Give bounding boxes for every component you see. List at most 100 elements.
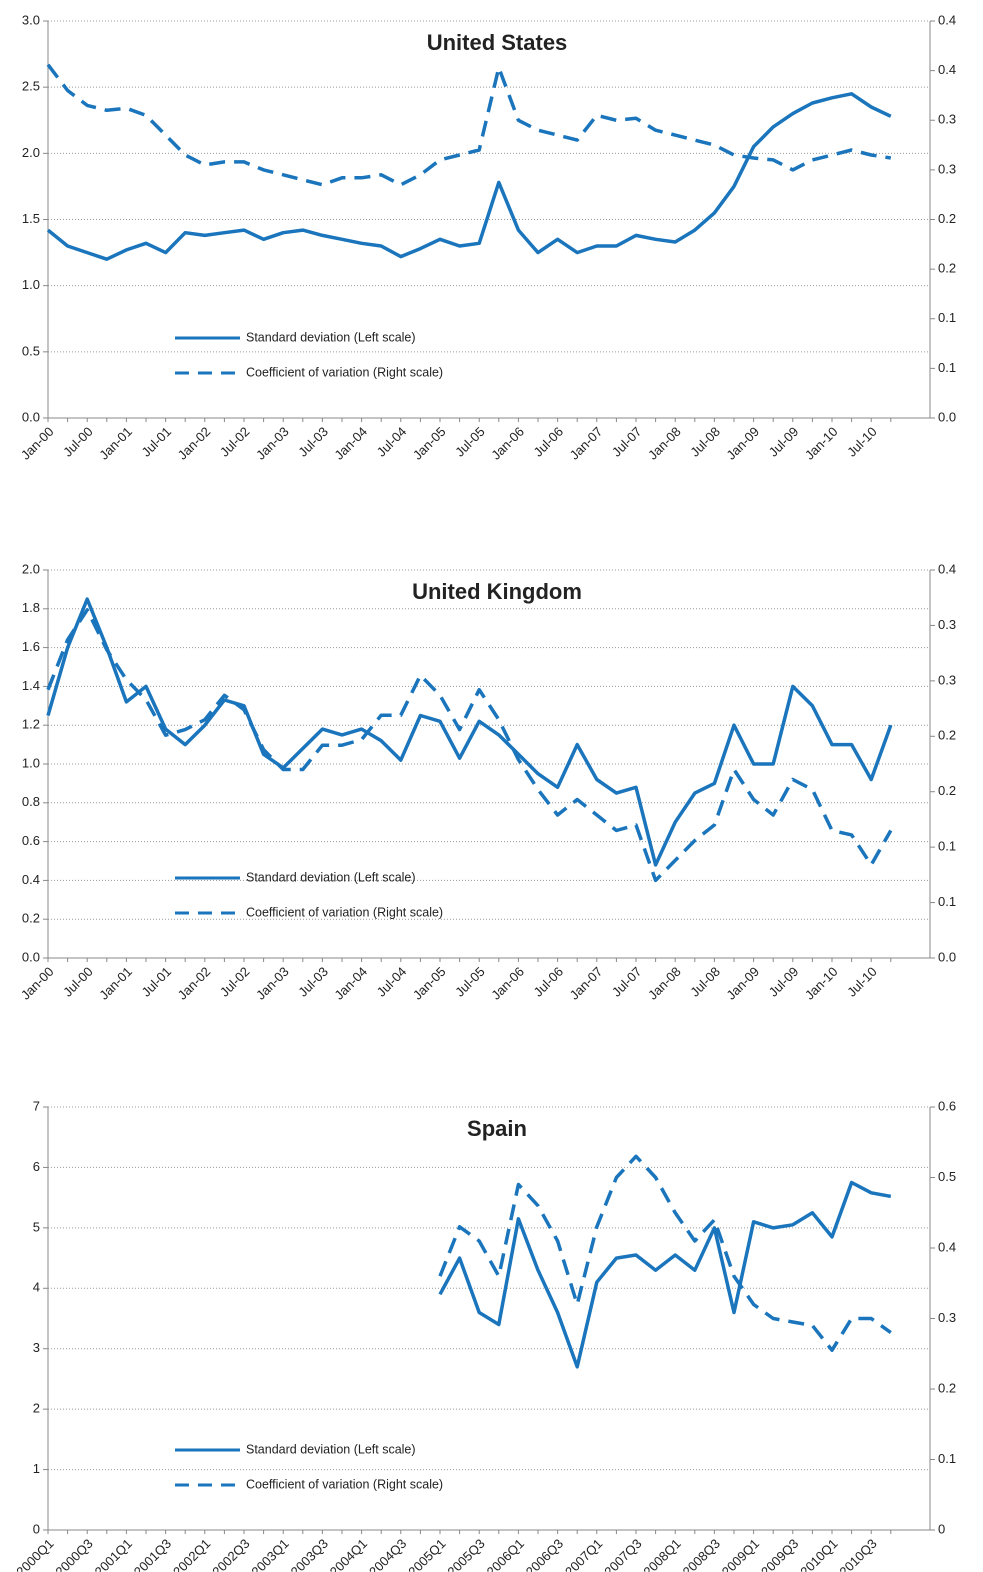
x-tick-label: Jan-08 (645, 424, 684, 463)
x-tick-label: Jan-04 (331, 424, 370, 463)
series-line (438, 1154, 892, 1352)
y-tick-label: 0.2 (22, 911, 40, 926)
y2-tick-label: 0.1 (938, 360, 956, 375)
y-tick-label: 0.0 (22, 409, 40, 424)
x-tick-label: Jul-01 (138, 964, 174, 1000)
y-tick-label: 1.8 (22, 600, 40, 615)
x-tick-label: Jan-02 (175, 424, 214, 463)
x-tick-label: Jul-05 (452, 964, 488, 1000)
y-tick-label: 6 (33, 1159, 40, 1174)
x-tick-label: 2005Q1 (405, 1536, 448, 1572)
y-tick-label: 1.0 (22, 755, 40, 770)
y-tick-label: 0.0 (22, 949, 40, 964)
x-tick-label: Jan-05 (410, 964, 449, 1003)
legend-label: Coefficient of variation (Right scale) (246, 365, 443, 379)
y2-tick-label: 0.4 (938, 561, 956, 576)
y-tick-label: 1.0 (22, 277, 40, 292)
x-tick-label: Jul-00 (60, 424, 96, 460)
x-tick-label: 2004Q3 (366, 1536, 409, 1572)
y2-tick-label: 0.4 (938, 62, 956, 77)
x-tick-label: Jul-06 (530, 424, 566, 460)
legend-label: Coefficient of variation (Right scale) (246, 1477, 443, 1491)
x-tick-label: Jan-07 (567, 424, 606, 463)
x-tick-label: Jan-03 (253, 964, 292, 1003)
x-tick-label: Jan-04 (331, 964, 370, 1003)
x-tick-label: Jul-09 (766, 424, 802, 460)
y2-tick-label: 0.4 (938, 12, 956, 27)
x-tick-label: Jul-03 (295, 424, 331, 460)
y-tick-label: 0.8 (22, 794, 40, 809)
x-tick-label: 2010Q1 (797, 1536, 840, 1572)
y-tick-label: 2.0 (22, 145, 40, 160)
x-tick-label: 2002Q1 (170, 1536, 213, 1572)
x-tick-label: Jul-00 (60, 964, 96, 1000)
y2-tick-label: 0.2 (938, 728, 956, 743)
x-tick-label: 2007Q1 (562, 1536, 605, 1572)
y-tick-label: 7 (33, 1098, 40, 1113)
x-tick-label: 2007Q3 (601, 1536, 644, 1572)
y2-tick-label: 0.2 (938, 783, 956, 798)
x-tick-label: 2009Q1 (719, 1536, 762, 1572)
x-tick-label: Jul-10 (844, 964, 880, 1000)
y2-tick-label: 0.5 (938, 1169, 956, 1184)
x-tick-label: Jan-08 (645, 964, 684, 1003)
x-tick-label: Jan-10 (802, 424, 841, 463)
legend-label: Standard deviation (Left scale) (246, 330, 416, 344)
x-tick-label: Jul-07 (609, 964, 645, 1000)
y2-tick-label: 0.3 (938, 1310, 956, 1325)
x-tick-label: Jan-10 (802, 964, 841, 1003)
series-line (46, 597, 893, 867)
x-tick-label: 2006Q1 (484, 1536, 527, 1572)
x-tick-label: 2000Q3 (52, 1536, 95, 1572)
x-tick-label: Jul-02 (217, 964, 253, 1000)
x-tick-label: 2000Q1 (13, 1536, 56, 1572)
x-tick-label: Jul-01 (138, 424, 174, 460)
y-tick-label: 0 (33, 1521, 40, 1536)
y2-tick-label: 0.3 (938, 161, 956, 176)
y-tick-label: 3.0 (22, 12, 40, 27)
y-tick-label: 2.5 (22, 79, 40, 94)
x-tick-label: Jul-07 (609, 424, 645, 460)
legend-label: Coefficient of variation (Right scale) (246, 905, 443, 919)
x-tick-label: 2006Q3 (523, 1536, 566, 1572)
x-tick-label: Jul-08 (687, 424, 723, 460)
y2-tick-label: 0.3 (938, 672, 956, 687)
x-tick-label: 2003Q3 (288, 1536, 331, 1572)
x-tick-label: Jan-00 (18, 964, 57, 1003)
x-tick-label: Jan-02 (175, 964, 214, 1003)
x-tick-label: 2002Q3 (209, 1536, 252, 1572)
x-tick-label: Jan-01 (96, 424, 135, 463)
x-tick-label: Jan-09 (723, 964, 762, 1003)
y2-tick-label: 0.1 (938, 894, 956, 909)
y-tick-label: 0.5 (22, 343, 40, 358)
legend-label: Standard deviation (Left scale) (246, 1442, 416, 1456)
x-tick-label: Jan-06 (488, 424, 527, 463)
x-tick-label: 2001Q1 (92, 1536, 135, 1572)
series-line (46, 608, 893, 883)
x-tick-label: 2003Q1 (248, 1536, 291, 1572)
series-line (438, 1180, 892, 1369)
x-tick-label: Jul-05 (452, 424, 488, 460)
y2-tick-label: 0.2 (938, 211, 956, 226)
y2-tick-label: 0.4 (938, 1239, 956, 1254)
x-tick-label: 2008Q3 (680, 1536, 723, 1572)
x-tick-label: Jan-01 (96, 964, 135, 1003)
y2-tick-label: 0.0 (938, 949, 956, 964)
y2-tick-label: 0.1 (938, 1451, 956, 1466)
y2-tick-label: 0.2 (938, 1380, 956, 1395)
x-tick-label: Jul-03 (295, 964, 331, 1000)
x-tick-label: 2005Q3 (444, 1536, 487, 1572)
x-tick-label: Jan-07 (567, 964, 606, 1003)
x-tick-label: Jan-05 (410, 424, 449, 463)
x-tick-label: 2008Q1 (640, 1536, 683, 1572)
x-tick-label: 2004Q1 (327, 1536, 370, 1572)
x-tick-label: 2001Q3 (131, 1536, 174, 1572)
y-tick-label: 4 (33, 1280, 40, 1295)
y2-tick-label: 0.6 (938, 1098, 956, 1113)
y2-tick-label: 0.1 (938, 310, 956, 325)
y-tick-label: 5 (33, 1219, 40, 1234)
chart-title: United States (427, 30, 568, 55)
series-line (46, 63, 892, 187)
y2-tick-label: 0.2 (938, 261, 956, 276)
